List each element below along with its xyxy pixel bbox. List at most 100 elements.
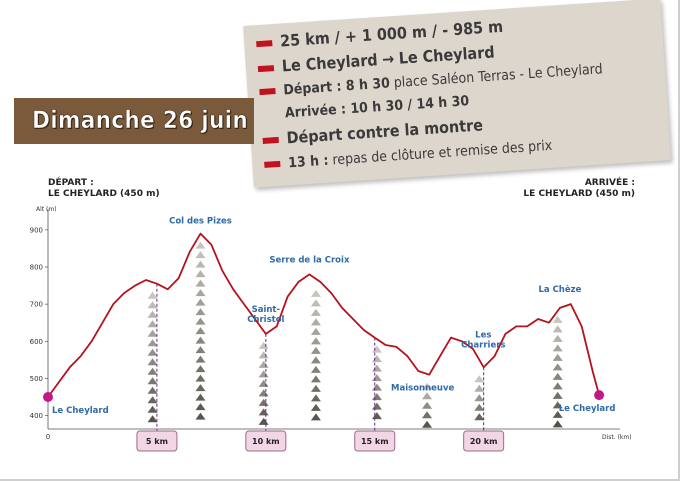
triangle-shape <box>474 394 485 402</box>
y-tick-label: 700 <box>30 301 43 309</box>
summit-triangle-stack <box>258 341 269 425</box>
triangle-shape <box>310 289 321 297</box>
triangle-shape <box>195 241 206 249</box>
triangle-shape <box>422 411 433 419</box>
distance-marker-box <box>354 430 396 452</box>
place-label-line2: Charriers <box>461 340 505 350</box>
triangle-shape <box>195 279 206 287</box>
triangle-shape <box>195 289 206 297</box>
triangle-shape <box>195 412 206 420</box>
triangle-shape <box>310 356 321 364</box>
triangle-shape <box>195 355 206 363</box>
triangle-shape <box>195 403 206 411</box>
triangle-shape <box>258 389 269 397</box>
triangle-shape <box>195 336 206 344</box>
triangle-shape <box>310 375 321 383</box>
summit-triangle-stack <box>422 382 433 428</box>
distance-marker-label: 15 km <box>361 437 389 446</box>
triangle-shape <box>195 365 206 373</box>
date-banner: Dimanche 26 juin <box>14 98 254 144</box>
place-label-line2: Christol <box>247 315 284 325</box>
triangle-shape <box>371 383 382 391</box>
triangle-shape <box>147 339 158 347</box>
place-label: Les <box>475 330 491 340</box>
triangle-shape <box>552 344 563 352</box>
y-tick-label: 500 <box>30 375 43 383</box>
triangle-shape <box>147 310 158 318</box>
triangle-shape <box>422 401 433 409</box>
triangle-shape <box>310 384 321 392</box>
triangle-shape <box>310 413 321 421</box>
triangle-shape <box>474 403 485 411</box>
triangle-shape <box>147 358 158 366</box>
triangle-shape <box>474 375 485 383</box>
triangle-shape <box>552 325 563 333</box>
triangle-shape <box>147 348 158 356</box>
start-label: DÉPART : LE CHEYLARD (450 m) <box>48 178 160 200</box>
triangle-shape <box>258 360 269 368</box>
triangle-shape <box>552 372 563 380</box>
finish-point-marker <box>594 390 605 401</box>
triangle-shape <box>310 308 321 316</box>
y-tick-label: 900 <box>30 226 43 234</box>
triangle-shape <box>552 391 563 399</box>
summit-triangle-stack <box>147 291 158 423</box>
triangle-shape <box>195 384 206 392</box>
distance-marker-label: 10 km <box>252 437 280 446</box>
triangle-shape <box>552 410 563 418</box>
triangle-shape <box>195 393 206 401</box>
triangle-shape <box>552 401 563 409</box>
triangle-shape <box>195 270 206 278</box>
triangle-shape <box>147 301 158 309</box>
triangle-shape <box>258 417 269 425</box>
triangle-shape <box>310 403 321 411</box>
triangle-shape <box>552 382 563 390</box>
triangle-shape <box>552 334 563 342</box>
y-tick-label: 400 <box>30 412 43 420</box>
triangle-shape <box>147 405 158 413</box>
triangle-shape <box>371 355 382 363</box>
triangle-shape <box>310 365 321 373</box>
triangle-shape <box>258 341 269 349</box>
triangle-shape <box>258 379 269 387</box>
finish-label: ARRIVÉE : LE CHEYLARD (450 m) <box>523 178 635 200</box>
triangle-shape <box>147 386 158 394</box>
triangle-shape <box>195 327 206 335</box>
distance-marker-box <box>463 430 505 452</box>
triangle-shape <box>195 251 206 259</box>
place-label: Maisonneuve <box>391 384 454 394</box>
triangle-shape <box>552 353 563 361</box>
triangle-shape <box>195 374 206 382</box>
y-tick-label: 800 <box>30 264 43 272</box>
finish-label-place: LE CHEYLARD (450 m) <box>523 189 635 199</box>
place-label: Saint- <box>252 305 281 315</box>
triangle-shape <box>258 408 269 416</box>
distance-marker-box <box>136 430 178 452</box>
distance-marker-label: 20 km <box>470 437 498 446</box>
triangle-shape <box>310 337 321 345</box>
elevation-profile-line <box>47 232 600 398</box>
triangle-shape <box>310 299 321 307</box>
x-axis-label: Dist. (km) <box>602 434 632 441</box>
triangle-shape <box>195 346 206 354</box>
triangle-shape <box>258 351 269 359</box>
summit-triangle-stack <box>195 241 206 420</box>
triangle-shape <box>310 327 321 335</box>
triangle-shape <box>147 377 158 385</box>
triangle-shape <box>552 363 563 371</box>
triangle-shape <box>147 329 158 337</box>
triangle-shape <box>258 370 269 378</box>
triangle-shape <box>371 374 382 382</box>
distance-marker-label: 5 km <box>146 437 168 446</box>
triangle-shape <box>422 382 433 390</box>
summit-triangle-stack <box>552 315 563 428</box>
triangle-shape <box>422 392 433 400</box>
start-point-marker <box>43 392 53 402</box>
place-label: Col des Pizes <box>169 217 232 227</box>
x-tick-label: 0 <box>46 433 50 441</box>
triangle-shape <box>552 315 563 323</box>
summit-triangle-stack <box>474 375 485 421</box>
distance-marker-box <box>245 430 287 452</box>
